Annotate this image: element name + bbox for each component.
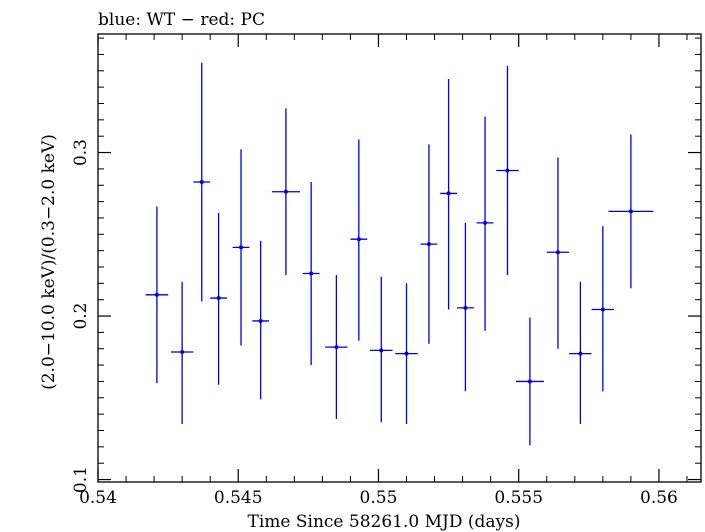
data-point <box>420 144 438 344</box>
point-marker <box>379 348 384 353</box>
point-marker <box>199 179 204 184</box>
point-marker <box>216 296 221 301</box>
point-marker <box>258 318 263 323</box>
data-point <box>210 213 228 385</box>
data-point <box>515 317 544 446</box>
data-point <box>395 283 418 424</box>
x-tick-label: 0.56 <box>640 488 678 508</box>
plot-frame <box>97 33 702 483</box>
point-marker <box>555 250 560 255</box>
data-point <box>456 222 474 392</box>
x-tick-label: 0.555 <box>494 488 543 508</box>
point-marker <box>463 305 468 310</box>
point-marker <box>578 351 583 356</box>
point-marker <box>527 379 532 384</box>
data-point <box>591 226 615 392</box>
point-marker <box>239 245 244 250</box>
y-tick-label: 0.1 <box>71 466 91 493</box>
y-axis-label: (2.0−10.0 keV)/(0.3−2.0 keV) <box>39 134 59 390</box>
x-axis-label: Time Since 58261.0 MJD (days) <box>248 512 521 532</box>
chart-title: blue: WT − red: PC <box>98 10 265 30</box>
data-point <box>325 275 348 420</box>
point-marker <box>483 220 488 225</box>
x-tick-label: 0.55 <box>360 488 398 508</box>
data-point <box>302 181 320 366</box>
point-marker <box>334 345 339 350</box>
point-marker <box>309 271 314 276</box>
data-point <box>271 108 300 276</box>
point-marker <box>600 307 605 312</box>
data-point <box>546 157 570 349</box>
point-marker <box>446 191 451 196</box>
data-points <box>145 62 654 446</box>
data-point <box>608 134 654 289</box>
point-marker <box>180 350 185 355</box>
data-point <box>232 149 250 346</box>
data-point <box>440 78 457 310</box>
point-marker <box>505 168 510 173</box>
data-point <box>569 281 592 424</box>
point-marker <box>628 209 633 214</box>
data-point <box>350 139 368 341</box>
y-tick-label: 0.3 <box>71 139 91 166</box>
x-tick-label: 0.54 <box>79 488 117 508</box>
point-marker <box>356 237 361 242</box>
axis-tick-labels: 0.54 0.545 0.55 0.555 0.56 0.1 0.2 0.3 <box>71 139 678 508</box>
point-marker <box>426 242 431 247</box>
data-point <box>145 206 169 384</box>
y-tick-label: 0.2 <box>71 303 91 330</box>
data-point <box>170 281 194 424</box>
data-point <box>370 276 393 423</box>
point-marker <box>404 351 409 356</box>
data-point <box>476 116 494 331</box>
x-tick-label: 0.545 <box>214 488 263 508</box>
data-point <box>252 240 270 400</box>
point-marker <box>154 292 159 297</box>
data-point <box>193 62 211 302</box>
point-marker <box>283 189 288 194</box>
data-point <box>496 65 519 276</box>
axis-ticks <box>97 34 701 482</box>
